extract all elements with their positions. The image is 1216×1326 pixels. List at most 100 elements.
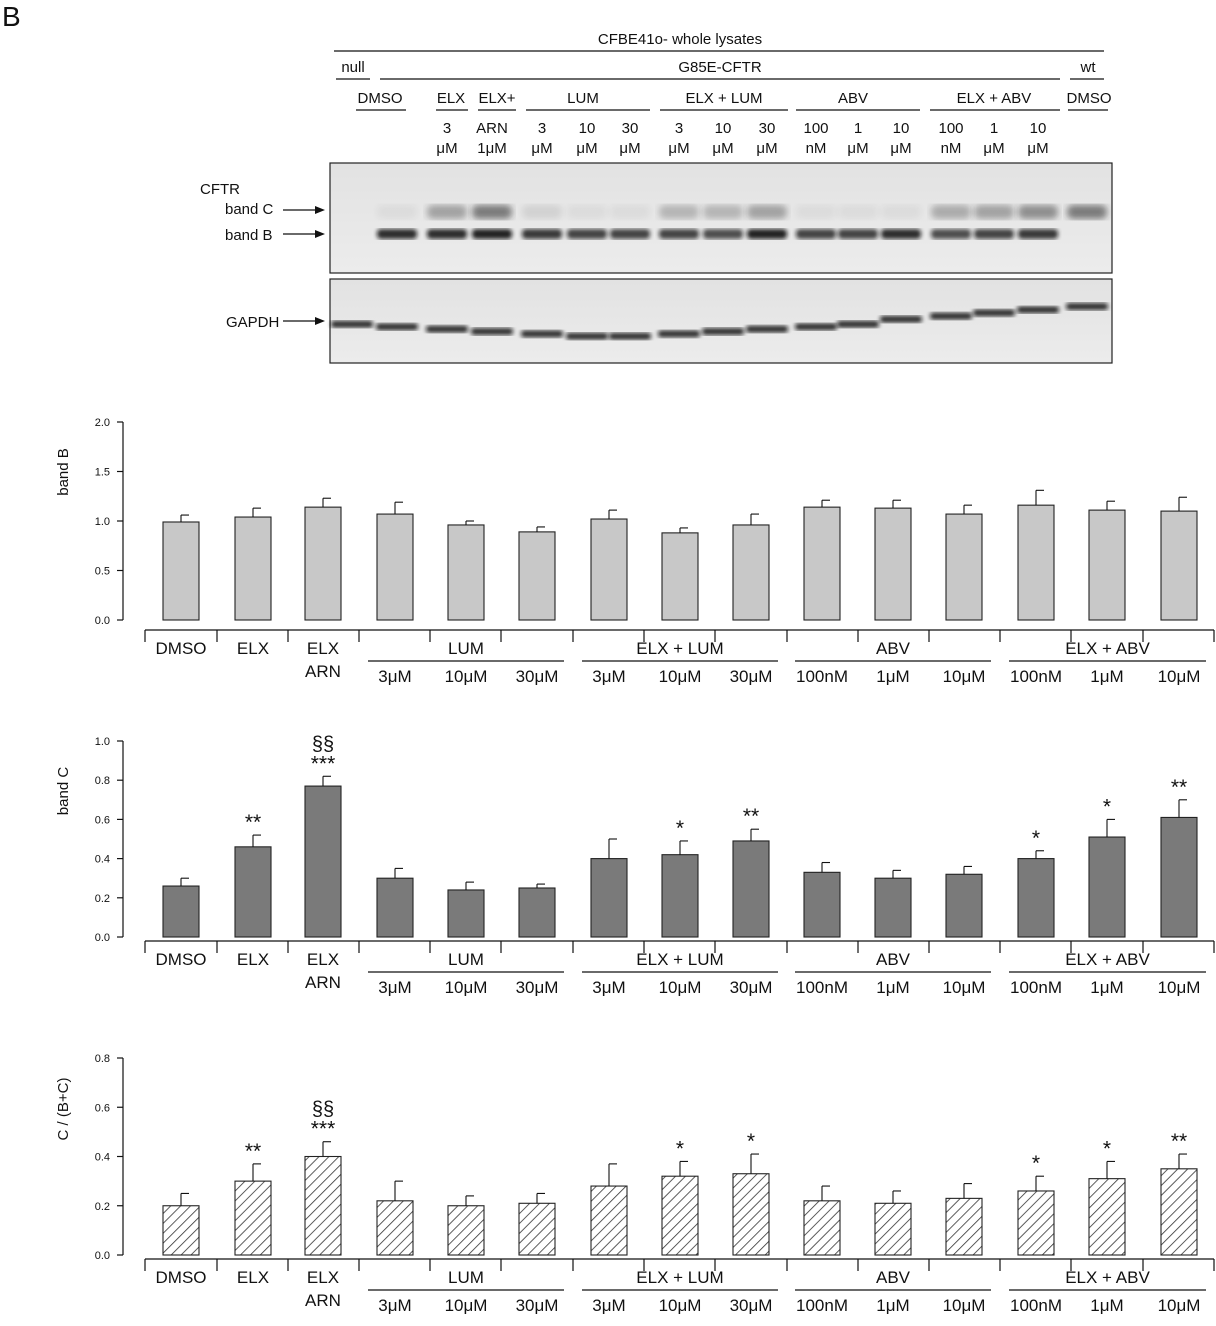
- blot-lane-conc: 10: [893, 120, 910, 137]
- band-c-arrow-icon: [315, 206, 325, 214]
- y-tick-label: 0.4: [95, 854, 110, 866]
- significance-label: *: [1103, 795, 1111, 818]
- cftr-band-c: [747, 205, 787, 219]
- y-tick-label: 1.0: [95, 736, 110, 748]
- bar: [518, 1202, 556, 1256]
- blot-lane-conc: 100: [938, 120, 963, 137]
- cftr-band-b: [659, 229, 699, 239]
- y-tick-label: 0.6: [95, 1102, 110, 1114]
- x-concentration-label: 100nM: [1010, 667, 1062, 686]
- cftr-band-c: [974, 205, 1014, 219]
- cftr-label: CFTR: [200, 181, 240, 198]
- x-concentration-label: 30μM: [730, 667, 773, 686]
- blot-treatment-label: LUM: [567, 90, 599, 107]
- bar: [1017, 504, 1055, 621]
- gapdh-band: [376, 323, 418, 331]
- x-category-label-line2: ARN: [305, 1291, 341, 1310]
- cftr-band-b: [522, 229, 562, 239]
- bar: [590, 518, 628, 621]
- y-axis-label: C / (B+C): [55, 1078, 72, 1141]
- x-concentration-label: 10μM: [1158, 1296, 1201, 1315]
- x-concentration-label: 3μM: [592, 667, 625, 686]
- blot-lane-unit: μM: [890, 140, 911, 157]
- x-concentration-label: 100nM: [796, 667, 848, 686]
- y-tick-label: 0.4: [95, 1152, 110, 1164]
- x-concentration-label: 10μM: [1158, 978, 1201, 997]
- x-group-label: ELX + ABV: [1065, 639, 1150, 658]
- bar: [376, 877, 414, 938]
- bar: [874, 1202, 912, 1256]
- cftr-band-c: [881, 205, 921, 219]
- cftr-band-b: [427, 229, 467, 239]
- significance-label: **: [1171, 776, 1187, 799]
- blot-lane-conc: 30: [622, 120, 639, 137]
- bar: [874, 507, 912, 621]
- bar-chart-3: 0.00.20.40.60.8C / (B+C)*****§§* *** **DMS…: [55, 1053, 1215, 1315]
- blot-lane-unit: 1μM: [477, 140, 506, 157]
- x-concentration-label: 1μM: [1090, 667, 1123, 686]
- x-category-label-line2: ARN: [305, 973, 341, 992]
- cftr-band-b: [703, 229, 743, 239]
- blot-treatment-label: ELX: [437, 90, 465, 107]
- x-concentration-label: 3μM: [378, 667, 411, 686]
- x-concentration-label: 3μM: [592, 978, 625, 997]
- x-concentration-label: 30μM: [516, 667, 559, 686]
- gapdh-band: [1066, 303, 1108, 310]
- bar: [376, 1200, 414, 1256]
- blot-header-title: CFBE41o- whole lysates: [598, 31, 762, 48]
- y-axis-label: band C: [55, 767, 72, 816]
- y-tick-label: 0.8: [95, 775, 110, 787]
- blot-lane-unit: μM: [1027, 140, 1048, 157]
- cftr-band-c: [610, 205, 650, 219]
- gapdh-band: [746, 325, 788, 333]
- x-group-label: ELX + LUM: [636, 950, 723, 969]
- bar: [447, 889, 485, 938]
- cftr-band-c: [567, 205, 607, 219]
- significance-label-secondary: §§: [312, 1099, 334, 1121]
- significance-label: **: [1171, 1130, 1187, 1153]
- cftr-band-b: [472, 229, 512, 239]
- gapdh-band: [609, 332, 651, 340]
- blot-treatment-label: ELX+: [478, 90, 515, 107]
- cftr-band-c: [1067, 205, 1107, 219]
- bar: [518, 887, 556, 938]
- cftr-band-c: [522, 205, 562, 219]
- bar: [447, 524, 485, 621]
- x-concentration-label: 10μM: [659, 1296, 702, 1315]
- cftr-band-b: [610, 229, 650, 239]
- bar: [732, 1173, 770, 1256]
- y-tick-label: 1.5: [95, 467, 110, 479]
- blot-lane-unit: μM: [436, 140, 457, 157]
- x-concentration-label: 30μM: [516, 1296, 559, 1315]
- bar: [1017, 1190, 1055, 1256]
- x-group-label: LUM: [448, 1268, 484, 1287]
- bar: [1160, 1168, 1198, 1256]
- cftr-band-c: [1018, 205, 1058, 219]
- bar: [447, 1205, 485, 1256]
- y-tick-label: 0.2: [95, 893, 110, 905]
- x-concentration-label: 1μM: [1090, 978, 1123, 997]
- bar: [803, 1200, 841, 1256]
- cftr-band-b: [931, 229, 971, 239]
- gapdh-band: [1017, 306, 1059, 314]
- x-group-label: ABV: [876, 950, 911, 969]
- blot-treatment-label: ABV: [838, 90, 868, 107]
- significance-label: *: [676, 1137, 684, 1160]
- bar: [945, 1197, 983, 1256]
- gapdh-label: GAPDH: [226, 314, 279, 331]
- x-category-label: ELX: [307, 1268, 339, 1287]
- x-group-label: ELX + ABV: [1065, 950, 1150, 969]
- y-tick-label: 0.6: [95, 814, 110, 826]
- x-concentration-label: 10μM: [1158, 667, 1201, 686]
- blot-treatment-label: ELX + LUM: [685, 90, 762, 107]
- cftr-band-b: [567, 229, 607, 239]
- blot-lane-conc: 10: [1030, 120, 1047, 137]
- x-group-label: ABV: [876, 1268, 911, 1287]
- x-category-label: ELX: [307, 950, 339, 969]
- bar: [590, 858, 628, 938]
- blot-lane-conc: 3: [675, 120, 683, 137]
- cftr-band-b: [377, 229, 417, 239]
- western-blot: CFBE41o- whole lysates null G85E-CFTR wt DMS…: [200, 31, 1113, 364]
- blot-group-wt: wt: [1080, 59, 1097, 76]
